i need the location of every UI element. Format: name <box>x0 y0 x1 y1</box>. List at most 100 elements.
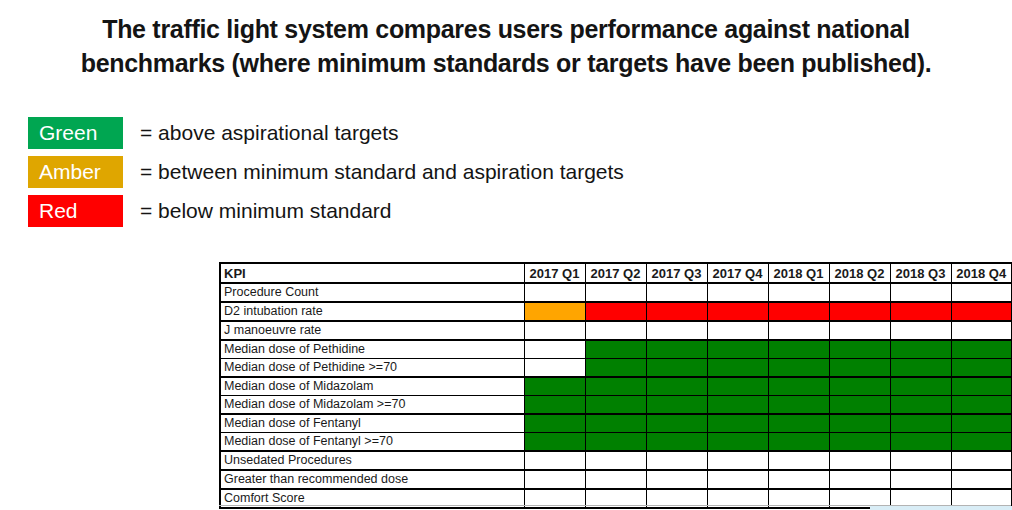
status-cell-empty <box>524 359 585 378</box>
legend-swatch-amber: Amber <box>28 156 123 188</box>
status-cell-green <box>890 414 951 433</box>
status-cell-green <box>768 414 829 433</box>
status-cell-green <box>646 433 707 452</box>
status-cell-empty <box>585 321 646 340</box>
status-cell-empty <box>524 470 585 489</box>
page-title-line2: benchmarks (where minimum standards or t… <box>0 46 1012 80</box>
kpi-label: J manoeuvre rate <box>220 321 524 340</box>
status-cell-empty <box>829 470 890 489</box>
status-cell-green <box>768 377 829 396</box>
status-cell-empty <box>951 321 1012 340</box>
status-cell-green <box>768 433 829 452</box>
status-cell-red <box>768 302 829 321</box>
kpi-label: Median dose of Pethidine <box>220 340 524 359</box>
quarter-column-header: 2017 Q1 <box>524 263 585 283</box>
status-cell-green <box>707 414 768 433</box>
kpi-table-header-row: KPI2017 Q12017 Q22017 Q32017 Q42018 Q120… <box>220 263 1012 283</box>
kpi-table: KPI2017 Q12017 Q22017 Q32017 Q42018 Q120… <box>219 262 1012 509</box>
status-cell-empty <box>585 451 646 470</box>
traffic-light-legend: Green = above aspirational targets Amber… <box>28 117 624 234</box>
table-row: J manoeuvre rate <box>220 321 1012 340</box>
status-cell-amber <box>524 302 585 321</box>
status-cell-green <box>707 396 768 415</box>
status-cell-green <box>585 396 646 415</box>
status-cell-empty <box>524 283 585 302</box>
status-cell-empty <box>890 451 951 470</box>
kpi-label: Median dose of Pethidine >=70 <box>220 359 524 378</box>
legend-description-amber: = between minimum standard and aspiratio… <box>140 160 624 184</box>
status-cell-green <box>951 359 1012 378</box>
kpi-table-body: Procedure CountD2 intubation rateJ manoe… <box>220 283 1012 508</box>
status-cell-empty <box>951 451 1012 470</box>
status-cell-green <box>707 433 768 452</box>
page-title: The traffic light system compares users … <box>0 12 1012 80</box>
status-cell-green <box>646 340 707 359</box>
kpi-label: Procedure Count <box>220 283 524 302</box>
kpi-label: Median dose of Fentanyl >=70 <box>220 433 524 452</box>
table-row: Greater than recommended dose <box>220 470 1012 489</box>
status-cell-red <box>951 302 1012 321</box>
status-cell-empty <box>829 283 890 302</box>
status-cell-green <box>524 433 585 452</box>
status-cell-empty <box>890 321 951 340</box>
status-cell-green <box>524 396 585 415</box>
table-row: D2 intubation rate <box>220 302 1012 321</box>
status-cell-empty <box>585 283 646 302</box>
kpi-label: Median dose of Midazolam <box>220 377 524 396</box>
legend-description-red: = below minimum standard <box>140 199 392 223</box>
status-cell-empty <box>646 283 707 302</box>
status-cell-green <box>951 396 1012 415</box>
status-cell-empty <box>524 340 585 359</box>
status-cell-green <box>951 377 1012 396</box>
quarter-column-header: 2018 Q3 <box>890 263 951 283</box>
table-row: Median dose of Midazolam >=70 <box>220 396 1012 415</box>
status-cell-green <box>524 377 585 396</box>
selection-artifact <box>870 506 1012 510</box>
status-cell-green <box>890 359 951 378</box>
quarter-column-header: 2018 Q1 <box>768 263 829 283</box>
status-cell-green <box>646 396 707 415</box>
status-cell-red <box>707 302 768 321</box>
status-cell-green <box>951 433 1012 452</box>
table-row: Median dose of Midazolam <box>220 377 1012 396</box>
status-cell-red <box>585 302 646 321</box>
status-cell-empty <box>585 470 646 489</box>
legend-row-red: Red = below minimum standard <box>28 195 624 227</box>
status-cell-green <box>829 433 890 452</box>
kpi-label: Greater than recommended dose <box>220 470 524 489</box>
status-cell-green <box>585 377 646 396</box>
kpi-label: Unsedated Procedures <box>220 451 524 470</box>
status-cell-green <box>768 340 829 359</box>
quarter-column-header: 2017 Q2 <box>585 263 646 283</box>
status-cell-green <box>829 396 890 415</box>
status-cell-green <box>951 340 1012 359</box>
status-cell-green <box>524 414 585 433</box>
legend-swatch-green: Green <box>28 117 123 149</box>
quarter-column-header: 2017 Q4 <box>707 263 768 283</box>
table-row: Median dose of Fentanyl >=70 <box>220 433 1012 452</box>
status-cell-green <box>768 396 829 415</box>
status-cell-red <box>829 302 890 321</box>
status-cell-empty <box>707 451 768 470</box>
legend-swatch-red: Red <box>28 195 123 227</box>
status-cell-green <box>951 414 1012 433</box>
status-cell-empty <box>646 321 707 340</box>
status-cell-green <box>646 377 707 396</box>
status-cell-green <box>829 414 890 433</box>
status-cell-empty <box>646 451 707 470</box>
quarter-column-header: 2017 Q3 <box>646 263 707 283</box>
status-cell-green <box>829 377 890 396</box>
table-row: Median dose of Fentanyl <box>220 414 1012 433</box>
table-row: Median dose of Pethidine >=70 <box>220 359 1012 378</box>
table-row: Unsedated Procedures <box>220 451 1012 470</box>
status-cell-green <box>890 396 951 415</box>
status-cell-empty <box>829 451 890 470</box>
status-cell-empty <box>524 451 585 470</box>
table-row: Median dose of Pethidine <box>220 340 1012 359</box>
status-cell-empty <box>707 283 768 302</box>
legend-row-amber: Amber = between minimum standard and asp… <box>28 156 624 188</box>
status-cell-green <box>585 433 646 452</box>
status-cell-green <box>890 433 951 452</box>
status-cell-empty <box>768 321 829 340</box>
legend-description-green: = above aspirational targets <box>140 121 399 145</box>
